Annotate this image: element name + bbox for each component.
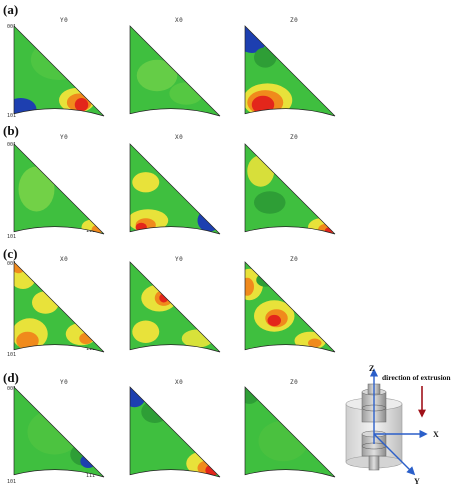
- row-label-b: (b): [3, 123, 19, 138]
- col-label: X0: [175, 17, 184, 24]
- y-axis-label: Y: [414, 477, 420, 486]
- pole-figure-a-y0: [13, 25, 105, 117]
- col-label: Z0: [290, 134, 299, 141]
- pole-figure-b-z0: [244, 143, 336, 235]
- corner-label-001: 001: [7, 261, 17, 267]
- extrusion-diagram: Z X Y direction of extrusion: [345, 364, 451, 486]
- pole-figure-c-z0: [244, 261, 336, 353]
- corner-label-101: 101: [7, 352, 17, 358]
- col-label: X0: [60, 256, 69, 263]
- row-label-d: (d): [3, 370, 19, 385]
- x-axis-label: X: [433, 430, 439, 439]
- corner-label-101: 101: [7, 234, 17, 240]
- pole-figure-a-x0: [129, 25, 221, 117]
- col-label: X0: [175, 379, 184, 386]
- corner-label-101: 101: [7, 479, 17, 485]
- y-axis-arrow: [373, 433, 416, 476]
- pole-figure-c-y0: [129, 261, 221, 353]
- pole-figure-d-z0: [244, 386, 336, 478]
- row-label-c: (c): [3, 246, 18, 261]
- extrusion-label: direction of extrusion: [382, 373, 451, 382]
- corner-label-001: 001: [7, 142, 17, 148]
- col-label: Y0: [60, 134, 69, 141]
- corner-label-111: 111: [86, 473, 96, 479]
- col-label: Z0: [290, 256, 299, 263]
- col-label: Z0: [290, 379, 299, 386]
- pole-figure-b-y0: [13, 143, 105, 235]
- col-label: Y0: [60, 379, 69, 386]
- col-label: Z0: [290, 17, 299, 24]
- z-axis-label: Z: [369, 364, 374, 373]
- row-label-a: (a): [3, 2, 19, 17]
- corner-label-001: 001: [7, 24, 17, 30]
- pole-figure-a-z0: [244, 25, 336, 117]
- corner-label-111: 111: [86, 346, 96, 352]
- corner-label-111: 111: [86, 228, 96, 234]
- pole-figure-d-x0: [129, 386, 221, 478]
- pole-figure-d-y0: [13, 386, 105, 478]
- col-label: X0: [175, 134, 184, 141]
- col-label: Y0: [175, 256, 184, 263]
- pole-figure-b-x0: [129, 143, 221, 235]
- corner-label-001: 001: [7, 386, 17, 392]
- pole-figure-c-x0: [13, 261, 105, 353]
- corner-label-101: 101: [7, 113, 17, 119]
- col-label: Y0: [60, 17, 69, 24]
